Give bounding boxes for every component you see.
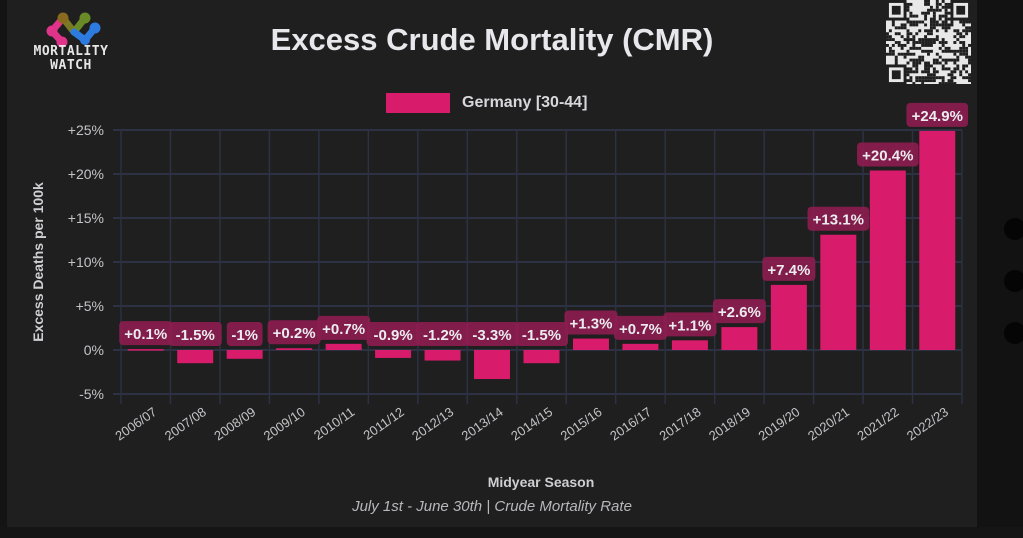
x-tick-label: 2006/07 (112, 404, 159, 443)
bar[interactable] (869, 170, 906, 350)
legend-swatch (386, 93, 450, 113)
data-label: +24.9% (912, 108, 963, 125)
y-tick-label: +5% (76, 298, 104, 314)
x-tick-label: 2019/20 (755, 404, 802, 443)
data-label-box (663, 312, 717, 337)
x-tick-label: 2014/15 (508, 404, 555, 443)
bar[interactable] (671, 340, 708, 350)
x-tick-label: 2013/14 (459, 404, 506, 443)
x-tick-label: 2020/21 (805, 404, 852, 443)
x-tick-label: 2009/10 (261, 404, 308, 443)
brand-name-line2: WATCH (50, 58, 92, 73)
bar[interactable] (622, 343, 659, 350)
background-left-edge (0, 0, 7, 538)
data-label-box (317, 315, 371, 340)
x-tick-label: 2011/12 (360, 404, 406, 443)
data-label: -1.5% (176, 327, 215, 344)
bar[interactable] (721, 327, 758, 350)
data-label-box (613, 315, 667, 340)
x-axis-ticks: 2006/07 2007/08 2008/09 2009/10 2010/11 2011/… (112, 404, 951, 443)
bar[interactable] (919, 130, 956, 350)
chart-title: Excess Crude Mortality (CMR) (270, 22, 714, 57)
bar[interactable] (325, 343, 362, 350)
bar[interactable] (375, 350, 412, 358)
data-label-box (168, 322, 222, 346)
x-tick-label: 2021/22 (854, 404, 901, 443)
data-label: +13.1% (813, 212, 864, 229)
data-label: -3.3% (472, 327, 511, 344)
x-axis-title: Midyear Season (488, 474, 595, 490)
data-label-box (515, 322, 568, 346)
data-label: +20.4% (862, 147, 913, 164)
y-axis-ticks: -5% 0% +5% +10% +15% +20% +25% (68, 122, 104, 402)
data-label: +0.2% (273, 325, 316, 342)
background-decoration (1004, 218, 1023, 240)
data-label: +2.6% (718, 304, 761, 321)
data-label-box (366, 322, 420, 346)
y-tick-label: -5% (79, 386, 104, 402)
data-labels: +0.1% -1.5% -1% +0.2% +0.7% -0.9% -1.2% -3.3% -1… (119, 102, 969, 346)
qr-code-icon (886, 0, 971, 84)
data-label: -1.2% (423, 327, 462, 344)
data-label: -1% (231, 327, 258, 344)
x-tick-label: 2007/08 (162, 404, 209, 443)
data-label: +1.1% (668, 317, 711, 334)
x-tick-label: 2017/18 (657, 404, 704, 443)
bar[interactable] (177, 350, 214, 364)
legend-label: Germany [30-44] (462, 94, 588, 111)
bar[interactable] (572, 338, 609, 350)
data-label-box (119, 321, 173, 346)
background-decoration (1004, 322, 1023, 344)
x-tick-label: 2010/11 (311, 404, 357, 443)
data-label-box (856, 142, 919, 167)
y-tick-label: +25% (68, 122, 104, 138)
y-axis-title: Excess Deaths per 100k (30, 182, 46, 342)
data-label: +1.3% (569, 316, 612, 333)
data-label-box (906, 102, 969, 127)
bottom-strip (0, 527, 1023, 538)
data-label: +0.7% (322, 321, 365, 338)
data-label-box (762, 256, 816, 281)
bar[interactable] (276, 348, 313, 350)
data-label-box (267, 320, 321, 345)
x-tick-label: 2015/16 (558, 404, 605, 443)
brand-name-line1: MORTALITY (33, 44, 109, 59)
y-tick-label: +15% (68, 210, 104, 226)
data-label: +7.4% (767, 262, 810, 279)
y-tick-label: +10% (68, 254, 104, 270)
bar[interactable] (523, 350, 560, 364)
mortality-watch-logo-icon (46, 12, 101, 48)
bar[interactable] (474, 350, 511, 380)
data-label-box (416, 322, 470, 346)
bar[interactable] (424, 350, 461, 361)
data-label: -1.5% (522, 327, 561, 344)
bars (127, 130, 956, 380)
data-label-box (712, 299, 766, 324)
x-tick-label: 2016/17 (607, 404, 654, 443)
chart-footer: July 1st - June 30th | Crude Mortality R… (352, 498, 632, 515)
y-tick-label: 0% (84, 342, 104, 358)
data-label: +0.7% (619, 321, 662, 338)
legend[interactable]: Germany [30-44] (386, 93, 587, 113)
data-label: +0.1% (124, 326, 167, 343)
data-label: -0.9% (373, 327, 412, 344)
data-label-box (564, 310, 618, 335)
data-label-box (807, 206, 870, 231)
bar[interactable] (127, 349, 164, 351)
y-tick-label: +20% (68, 166, 104, 182)
background-decoration (1004, 270, 1023, 292)
bar[interactable] (226, 350, 263, 359)
x-tick-label: 2022/23 (904, 404, 951, 443)
x-tick-label: 2008/09 (211, 404, 258, 443)
x-tick-label: 2012/13 (409, 404, 456, 443)
x-tick-label: 2018/19 (706, 404, 753, 443)
bar[interactable] (820, 234, 857, 350)
bar[interactable] (770, 284, 807, 350)
data-label-box (226, 322, 263, 346)
data-label-box (465, 322, 519, 346)
brand-name: MORTALITY WATCH (16, 45, 126, 73)
